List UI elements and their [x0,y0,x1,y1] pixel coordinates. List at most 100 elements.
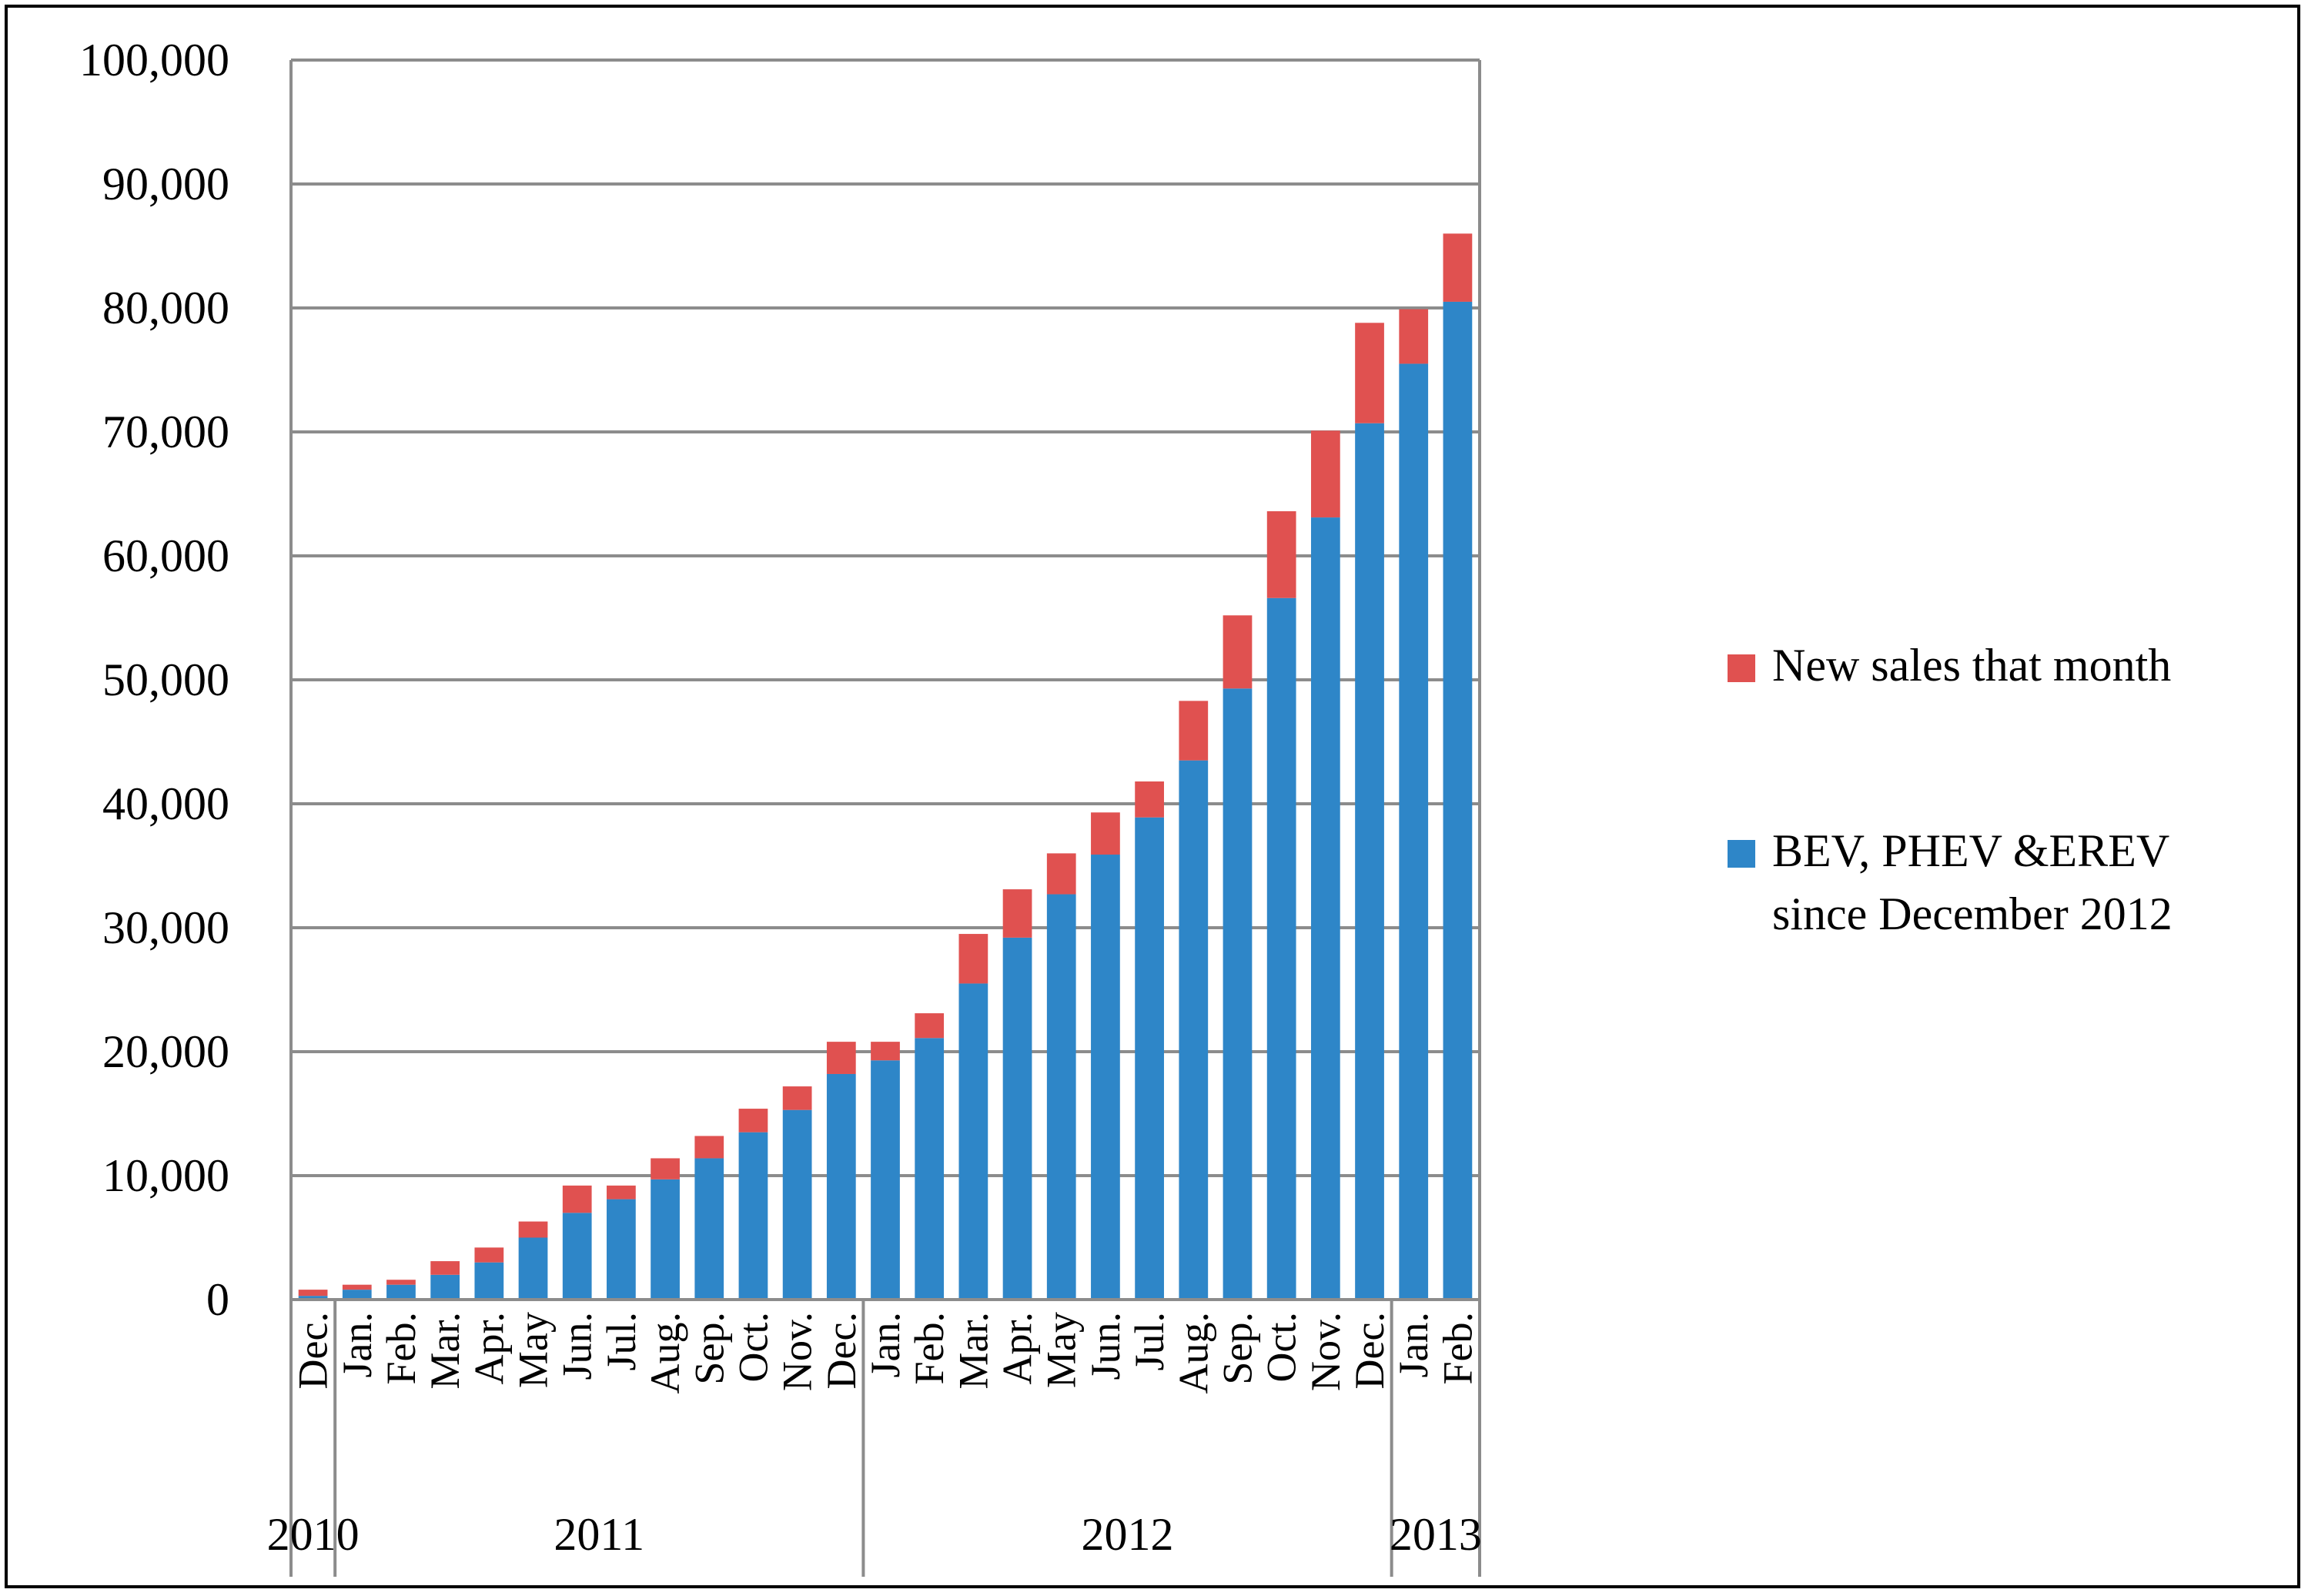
bar-cumulative [1399,363,1429,1300]
x-tick-label: Dec. [1346,1312,1393,1389]
bar-cumulative [871,1060,900,1300]
gridlines [291,59,1480,1177]
bar-cumulative [738,1132,768,1300]
bar-cumulative [782,1109,812,1300]
x-tick-labels: Dec.Jan.Feb.Mar.Apr.MayJun.Jul.Aug.Sep.O… [290,1312,1481,1394]
y-tick-label: 30,000 [102,902,229,953]
x-tick-label: Jul. [1126,1312,1172,1371]
y-tick-label: 10,000 [102,1150,229,1201]
y-tick-label: 90,000 [102,159,229,209]
bar-new-sales [298,1290,328,1297]
bar-cumulative [958,983,988,1300]
x-tick-label: Jan. [334,1312,380,1377]
bar-new-sales [518,1221,548,1238]
bar-cumulative [1179,760,1209,1300]
y-tick-label: 50,000 [102,654,229,705]
bar-new-sales [342,1284,372,1290]
y-tick-label: 60,000 [102,530,229,581]
bar-new-sales [826,1042,856,1074]
bar-cumulative [298,1296,328,1300]
legend-label: New sales that month [1772,640,2171,691]
legend-swatch [1728,654,1755,682]
x-tick-label: Oct. [1259,1312,1305,1382]
bar-new-sales [782,1086,812,1110]
bar-cumulative [430,1274,460,1300]
bar-new-sales [1002,889,1032,938]
x-tick-label: Jan. [862,1312,908,1377]
bar-cumulative [1266,597,1296,1300]
bar-new-sales [1091,812,1120,855]
year-labels: 2010 2011 2012 2013 [267,1509,1482,1560]
bar-cumulative [518,1237,548,1300]
bar-cumulative [915,1038,945,1300]
x-tick-label: Jun. [1082,1312,1129,1380]
x-tick-label: May [1039,1312,1085,1388]
bar-cumulative [826,1073,856,1300]
legend-label: BEV, PHEV &EREV since December 2012 [1772,825,2173,939]
x-tick-label: Jun. [554,1312,600,1380]
x-tick-label: Dec. [818,1312,865,1389]
x-tick-label: Aug. [1170,1312,1216,1394]
bar-cumulative [474,1262,504,1300]
x-tick-label: Mar. [950,1312,996,1390]
x-tick-label: Sep. [686,1312,732,1385]
x-tick-label: Feb. [1434,1312,1480,1385]
bar-cumulative [651,1179,680,1300]
year-label: 2013 [1390,1509,1482,1560]
bar-cumulative [1310,517,1340,1300]
bar-new-sales [958,934,988,984]
bars [298,233,1473,1300]
x-tick-label: May [510,1312,557,1388]
x-tick-label: Sep. [1214,1312,1260,1385]
bar-new-sales [474,1247,504,1263]
legend: New sales that month BEV, PHEV &EREV since… [1728,640,2173,939]
x-tick-label: Feb. [378,1312,424,1385]
x-tick-label: Nov. [1303,1312,1349,1391]
bar-cumulative [342,1290,372,1300]
year-label: 2011 [554,1509,644,1560]
y-tick-label: 100,000 [79,35,229,85]
x-tick-label: Jul. [598,1312,644,1371]
bar-new-sales [1046,853,1076,895]
bar-new-sales [1179,701,1209,761]
bar-new-sales [694,1136,724,1159]
bar-new-sales [738,1109,768,1133]
bar-cumulative [1223,688,1253,1300]
bar-new-sales [871,1042,900,1061]
bar-new-sales [1223,615,1253,689]
x-tick-label: Apr. [466,1312,512,1385]
bar-new-sales [1135,781,1164,818]
bar-cumulative [1091,855,1120,1300]
y-tick-labels: 0 10,000 20,000 30,000 40,000 50,000 60,000 70,… [79,35,229,1325]
bar-cumulative [1355,423,1384,1300]
bar-new-sales [651,1158,680,1179]
x-tick-label: Aug. [642,1312,688,1394]
bar-cumulative [1046,894,1076,1300]
bar-new-sales [1355,323,1384,423]
bar-new-sales [562,1185,592,1213]
x-tick-label: Apr. [995,1312,1041,1385]
bar-cumulative [694,1158,724,1300]
bar-new-sales [430,1261,460,1275]
year-label: 2012 [1082,1509,1174,1560]
y-tick-label: 80,000 [102,283,229,333]
bar-new-sales [1443,233,1473,302]
x-tick-label: Feb. [906,1312,952,1385]
axes [289,60,1481,1577]
bar-new-sales [915,1013,945,1039]
bar-cumulative [386,1284,416,1300]
bar-new-sales [1399,309,1429,364]
legend-swatch [1728,840,1755,868]
bar-cumulative [1002,937,1032,1300]
bar-cumulative [1135,817,1164,1300]
bar-new-sales [1310,430,1340,518]
bar-new-sales [386,1280,416,1285]
x-tick-label: Nov. [774,1312,821,1391]
bar-new-sales [607,1185,636,1200]
bar-new-sales [1266,511,1296,598]
bar-cumulative [607,1199,636,1300]
y-tick-label: 0 [206,1274,229,1325]
x-tick-label: Mar. [422,1312,468,1390]
bar-cumulative [1443,301,1473,1300]
